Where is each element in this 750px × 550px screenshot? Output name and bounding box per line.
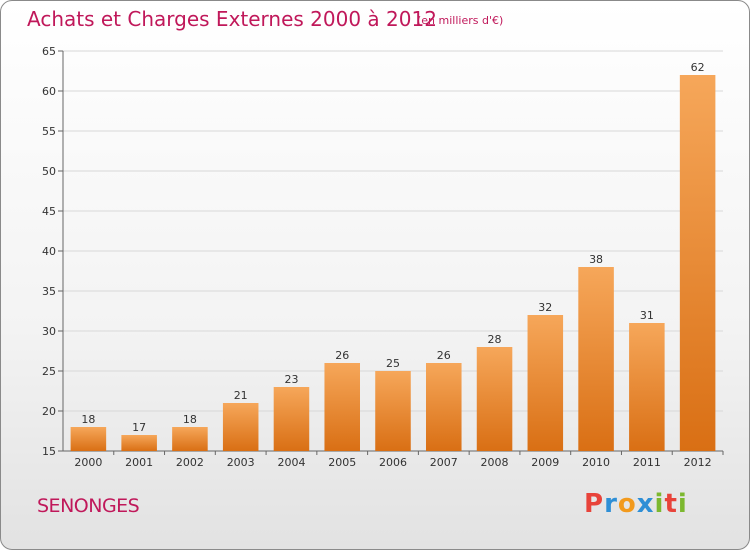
logo-letter: P	[584, 489, 605, 519]
x-tick-label-2007: 2007	[430, 456, 458, 469]
bar-2005	[324, 363, 360, 451]
x-tick-label-2011: 2011	[633, 456, 661, 469]
x-tick-label-2008: 2008	[481, 456, 509, 469]
data-label-2007: 26	[437, 349, 451, 362]
bar-2011	[629, 323, 665, 451]
bar-2008	[476, 347, 513, 451]
y-tick-label: 20	[42, 405, 56, 418]
x-tick-label-2002: 2002	[176, 456, 204, 469]
x-tick-label-2006: 2006	[379, 456, 407, 469]
data-label-2002: 18	[183, 413, 197, 426]
bar-2010	[578, 267, 614, 451]
bars	[70, 75, 716, 451]
x-tick-label-2010: 2010	[582, 456, 610, 469]
y-tick-label: 35	[42, 285, 56, 298]
data-label-2009: 32	[538, 301, 552, 314]
bar-2001	[121, 435, 157, 451]
data-label-2010: 38	[589, 253, 603, 266]
y-tick-label: 45	[42, 205, 56, 218]
chart-unit: (en milliers d'€)	[417, 14, 504, 27]
data-label-2006: 25	[386, 357, 400, 370]
data-label-2000: 18	[81, 413, 95, 426]
logo-letter: i	[677, 489, 688, 519]
data-label-2004: 23	[284, 373, 298, 386]
commune-name: SENONGES	[37, 495, 140, 517]
logo-letter: r	[604, 489, 618, 519]
bar-2002	[172, 427, 208, 451]
data-labels: 18 17 18 21 23 26 25 26 28 32 38 31 62	[81, 61, 704, 434]
chart-title: Achats et Charges Externes 2000 à 2012	[27, 7, 437, 31]
bar-2007	[426, 363, 462, 451]
data-label-2003: 21	[234, 389, 248, 402]
data-label-2001: 17	[132, 421, 146, 434]
x-tick-label-2012: 2012	[684, 456, 712, 469]
logo-letter: o	[617, 489, 637, 519]
y-tick-label: 25	[42, 365, 56, 378]
data-label-2012: 62	[691, 61, 705, 74]
bar-2012	[679, 75, 716, 451]
x-tick-label-2004: 2004	[277, 456, 305, 469]
logo-letter: i	[654, 489, 665, 519]
x-tick-label-2009: 2009	[531, 456, 559, 469]
data-label-2005: 26	[335, 349, 349, 362]
y-tick-label: 55	[42, 125, 56, 138]
logo-letter: t	[664, 489, 678, 519]
y-tick-label: 40	[42, 245, 56, 258]
y-tick-label: 60	[42, 85, 56, 98]
bar-2000	[70, 427, 107, 451]
bar-2009	[527, 315, 564, 451]
bar-2004	[273, 387, 310, 451]
x-tick-label-2000: 2000	[74, 456, 102, 469]
proxiti-logo[interactable]: Proxiti	[584, 489, 688, 519]
bar-2006	[375, 371, 411, 451]
data-label-2008: 28	[488, 333, 502, 346]
data-label-2011: 31	[640, 309, 654, 322]
x-tick-label-2001: 2001	[125, 456, 153, 469]
logo-letter: x	[636, 489, 655, 519]
y-tick-label: 30	[42, 325, 56, 338]
y-tick-label: 50	[42, 165, 56, 178]
y-tick-label: 65	[42, 45, 56, 58]
x-tick-label-2005: 2005	[328, 456, 356, 469]
x-tick-label-2003: 2003	[227, 456, 255, 469]
y-tick-label: 15	[42, 445, 56, 458]
bar-2003	[222, 403, 259, 451]
